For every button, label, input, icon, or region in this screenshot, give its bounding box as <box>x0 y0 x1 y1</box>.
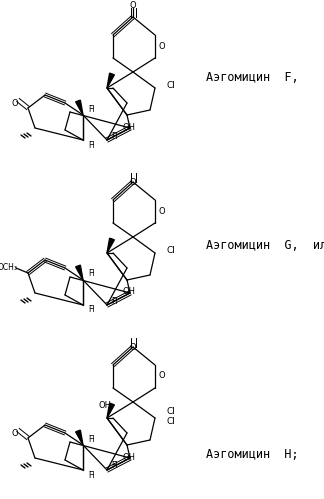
Text: OH: OH <box>98 401 111 410</box>
Polygon shape <box>75 430 83 445</box>
Text: OH: OH <box>122 287 135 296</box>
Polygon shape <box>107 238 114 253</box>
Polygon shape <box>75 100 83 115</box>
Text: Cl: Cl <box>167 407 175 416</box>
Text: O: O <box>12 98 18 107</box>
Text: Аэгомицин  H;: Аэгомицин H; <box>206 448 298 461</box>
Text: O: O <box>130 342 136 351</box>
Text: O: O <box>130 0 136 9</box>
Text: H̅: H̅ <box>88 269 94 278</box>
Polygon shape <box>107 73 114 88</box>
Text: O: O <box>159 207 165 216</box>
Text: H̅: H̅ <box>88 141 94 150</box>
Text: H̅: H̅ <box>111 462 117 471</box>
Text: O: O <box>130 178 136 187</box>
Text: H̅: H̅ <box>88 305 94 314</box>
Polygon shape <box>107 403 114 418</box>
Text: O: O <box>159 371 165 381</box>
Text: Аэгомицин  G,  или: Аэгомицин G, или <box>206 239 324 252</box>
Text: H̅: H̅ <box>111 296 117 305</box>
Text: Аэгомицин  F,: Аэгомицин F, <box>206 71 298 84</box>
Text: Cl: Cl <box>167 80 175 89</box>
Text: O: O <box>12 429 18 438</box>
Text: O: O <box>159 41 165 50</box>
Text: Cl: Cl <box>167 246 175 254</box>
Polygon shape <box>75 265 83 280</box>
Text: H̅: H̅ <box>88 104 94 113</box>
Text: H̅: H̅ <box>88 435 94 444</box>
Text: OCH₃: OCH₃ <box>0 263 18 272</box>
Text: OH: OH <box>122 122 135 132</box>
Text: H̅: H̅ <box>88 471 94 480</box>
Text: OH: OH <box>122 453 135 462</box>
Text: H̅: H̅ <box>111 132 117 141</box>
Text: Cl: Cl <box>167 418 175 427</box>
